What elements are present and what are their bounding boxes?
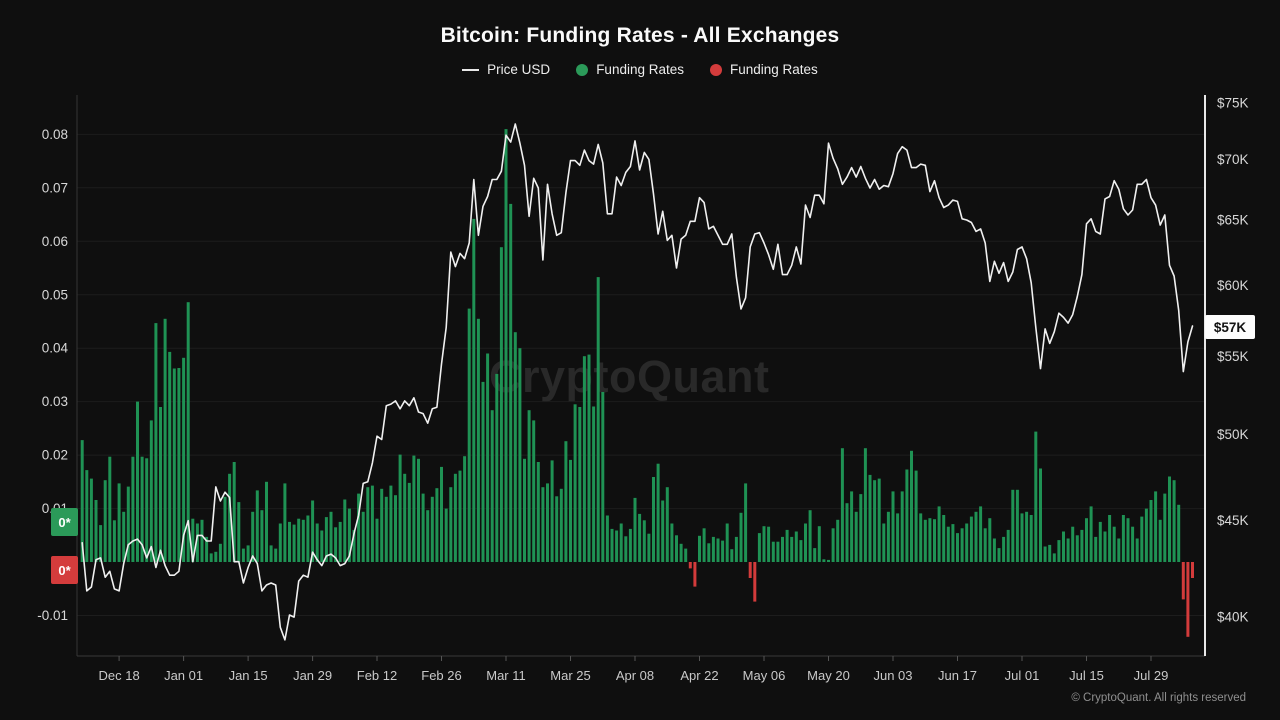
svg-text:$70K: $70K bbox=[1217, 152, 1249, 167]
legend-label-funding-positive: Funding Rates bbox=[596, 62, 684, 77]
chart-title: Bitcoin: Funding Rates - All Exchanges bbox=[440, 24, 840, 47]
funding-negative-dot-icon bbox=[710, 63, 722, 76]
svg-text:May 20: May 20 bbox=[807, 668, 850, 683]
svg-text:Jan 01: Jan 01 bbox=[164, 668, 203, 683]
svg-text:$50K: $50K bbox=[1217, 427, 1249, 442]
svg-text:$40K: $40K bbox=[1217, 610, 1249, 625]
svg-text:0.02: 0.02 bbox=[42, 448, 68, 463]
svg-text:Apr 22: Apr 22 bbox=[680, 668, 718, 683]
legend: Price USD Funding Rates Funding Rates bbox=[0, 62, 1280, 77]
svg-text:May 06: May 06 bbox=[743, 668, 786, 683]
funding-bars-positive bbox=[80, 129, 1181, 563]
svg-text:Apr 08: Apr 08 bbox=[616, 668, 654, 683]
left-axis-gridlines bbox=[77, 133, 1205, 616]
funding-zero-badge-green: 0* bbox=[51, 508, 78, 536]
svg-text:Mar 25: Mar 25 bbox=[550, 668, 590, 683]
funding-bars-negative bbox=[688, 562, 1194, 637]
right-axis-labels: $75K $70K $65K $60K $55K $50K $45K $40K bbox=[1217, 96, 1249, 625]
copyright-text: © CryptoQuant. All rights reserved bbox=[1071, 692, 1246, 704]
svg-text:Jan 29: Jan 29 bbox=[293, 668, 332, 683]
legend-item-funding-positive[interactable]: Funding Rates bbox=[576, 62, 684, 77]
latest-price-badge: $57K bbox=[1205, 315, 1255, 339]
svg-text:Jul 01: Jul 01 bbox=[1005, 668, 1040, 683]
svg-text:0.06: 0.06 bbox=[42, 234, 68, 249]
legend-label-funding-negative: Funding Rates bbox=[730, 62, 818, 77]
svg-text:Mar 11: Mar 11 bbox=[486, 668, 526, 683]
legend-item-price[interactable]: Price USD bbox=[462, 62, 550, 77]
legend-item-funding-negative[interactable]: Funding Rates bbox=[710, 62, 818, 77]
funding-positive-dot-icon bbox=[576, 63, 589, 76]
svg-text:0.07: 0.07 bbox=[42, 180, 68, 195]
svg-text:Jul 15: Jul 15 bbox=[1069, 668, 1104, 683]
funding-zero-badge-red: 0* bbox=[51, 556, 78, 584]
svg-text:-0.01: -0.01 bbox=[37, 608, 68, 623]
svg-text:$45K: $45K bbox=[1217, 513, 1249, 528]
svg-text:$75K: $75K bbox=[1217, 96, 1249, 111]
svg-text:$55K: $55K bbox=[1217, 349, 1249, 364]
svg-text:Jan 15: Jan 15 bbox=[229, 668, 268, 683]
svg-text:0.04: 0.04 bbox=[42, 341, 69, 356]
x-axis-labels: Dec 18 Jan 01 Jan 15 Jan 29 Feb 12 Feb 26 Mar … bbox=[98, 656, 1168, 683]
left-axis-labels: 0.080.070.060.050.040.030.020.01-0.01 bbox=[37, 127, 68, 623]
svg-text:$60K: $60K bbox=[1217, 278, 1249, 293]
svg-text:Feb 12: Feb 12 bbox=[357, 668, 397, 683]
svg-text:Feb 26: Feb 26 bbox=[421, 668, 461, 683]
svg-text:$65K: $65K bbox=[1217, 213, 1249, 228]
svg-text:0.05: 0.05 bbox=[42, 287, 68, 302]
svg-text:Dec 18: Dec 18 bbox=[98, 668, 139, 683]
svg-text:Jun 17: Jun 17 bbox=[938, 668, 977, 683]
svg-text:Jul 29: Jul 29 bbox=[1134, 668, 1169, 683]
svg-text:Jun 03: Jun 03 bbox=[873, 668, 912, 683]
price-line bbox=[81, 123, 1194, 641]
svg-text:0.03: 0.03 bbox=[42, 394, 68, 409]
legend-label-price: Price USD bbox=[487, 62, 551, 77]
price-line-swatch-icon bbox=[462, 68, 480, 71]
svg-text:0.08: 0.08 bbox=[42, 127, 68, 142]
